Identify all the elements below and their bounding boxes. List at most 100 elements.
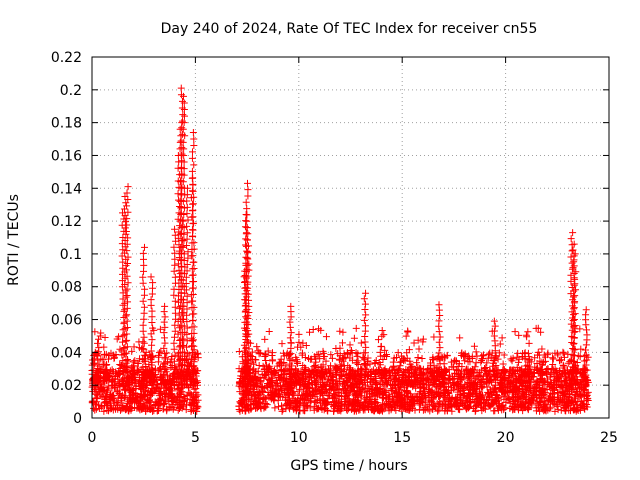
data-point	[518, 401, 526, 409]
data-point	[413, 359, 421, 367]
data-point	[491, 407, 499, 415]
data-point	[569, 264, 577, 272]
data-point	[169, 405, 177, 413]
data-point	[461, 401, 469, 409]
data-point	[183, 184, 191, 192]
data-point	[134, 359, 142, 367]
x-axis-label: GPS time / hours	[290, 458, 407, 474]
data-point	[490, 327, 498, 335]
data-point	[89, 387, 97, 395]
data-point	[517, 366, 525, 374]
data-point	[485, 402, 493, 410]
data-point	[394, 367, 402, 375]
data-point	[382, 368, 390, 376]
data-point	[190, 303, 198, 311]
data-point	[335, 397, 343, 405]
data-point	[570, 339, 578, 347]
data-point	[333, 402, 341, 410]
data-point	[408, 371, 416, 379]
data-point	[123, 272, 131, 280]
data-point	[550, 386, 558, 394]
data-point	[188, 148, 196, 156]
data-point	[499, 360, 507, 368]
data-point	[302, 341, 310, 349]
data-point	[146, 398, 154, 406]
data-point	[118, 394, 126, 402]
data-point	[305, 354, 313, 362]
data-point	[346, 388, 354, 396]
data-point	[484, 354, 492, 362]
data-point	[396, 397, 404, 405]
data-point	[243, 211, 251, 219]
data-point	[380, 382, 388, 390]
data-point	[353, 352, 361, 360]
data-point	[121, 299, 129, 307]
data-point	[133, 404, 141, 412]
data-point	[189, 375, 197, 383]
data-point	[245, 397, 253, 405]
data-point	[500, 351, 508, 359]
data-point	[316, 395, 324, 403]
data-point	[448, 383, 456, 391]
data-point	[549, 361, 557, 369]
data-point	[311, 369, 319, 377]
data-point	[336, 375, 344, 383]
data-point	[394, 386, 402, 394]
data-point	[526, 398, 534, 406]
data-point	[318, 399, 326, 407]
data-point	[583, 366, 591, 374]
data-point	[414, 354, 422, 362]
data-point	[186, 399, 194, 407]
data-point	[524, 349, 532, 357]
data-point	[179, 125, 187, 133]
data-point	[139, 363, 147, 371]
data-point	[180, 158, 188, 166]
data-point	[275, 387, 283, 395]
data-point	[466, 369, 474, 377]
data-point	[93, 395, 101, 403]
data-point	[533, 360, 541, 368]
data-point	[339, 328, 347, 336]
data-point	[434, 407, 442, 415]
data-point	[557, 378, 565, 386]
y-tick-label: 0.12	[51, 214, 82, 230]
data-point	[427, 387, 435, 395]
data-point	[254, 395, 262, 403]
data-point	[517, 380, 525, 388]
data-point	[113, 398, 121, 406]
data-point	[510, 403, 518, 411]
data-point	[343, 406, 351, 414]
data-point	[321, 368, 329, 376]
data-point	[403, 349, 411, 357]
data-point	[326, 382, 334, 390]
data-point	[243, 179, 251, 187]
data-point	[383, 352, 391, 360]
data-point	[371, 359, 379, 367]
data-point	[366, 397, 374, 405]
data-point	[242, 296, 250, 304]
data-point	[490, 317, 498, 325]
data-point	[435, 317, 443, 325]
data-point	[243, 236, 251, 244]
data-point	[569, 246, 577, 254]
data-point	[189, 206, 197, 214]
data-point	[328, 354, 336, 362]
data-point	[187, 407, 195, 415]
data-point	[262, 403, 270, 411]
data-point	[331, 380, 339, 388]
data-point	[533, 387, 541, 395]
data-point	[482, 366, 490, 374]
data-point	[525, 378, 533, 386]
data-point	[321, 405, 329, 413]
data-point	[276, 358, 284, 366]
data-point	[245, 302, 253, 310]
data-point	[96, 332, 104, 340]
data-point	[122, 293, 130, 301]
data-point	[123, 292, 131, 300]
data-point	[124, 208, 132, 216]
data-point	[114, 405, 122, 413]
data-point	[490, 375, 498, 383]
data-point	[368, 367, 376, 375]
data-point	[140, 243, 148, 251]
data-point	[515, 331, 523, 339]
